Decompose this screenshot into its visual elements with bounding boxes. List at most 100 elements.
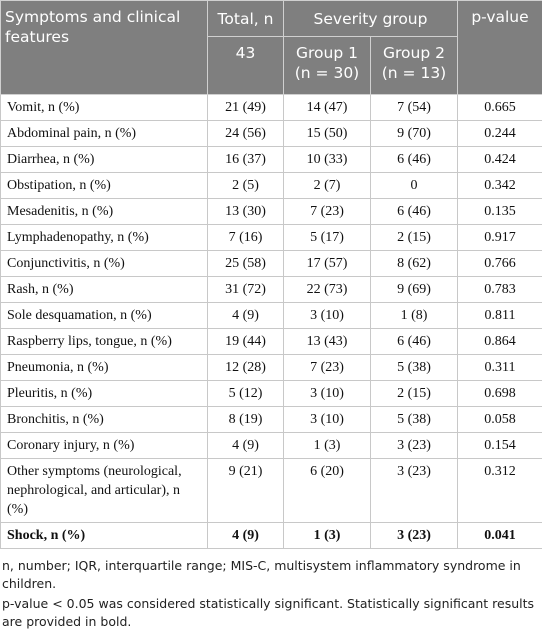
header-cell: p-value	[458, 1, 542, 95]
table-row: Sole desquamation, n (%)4 (9)3 (10)1 (8)…	[1, 303, 542, 329]
cell: 4 (9)	[208, 523, 284, 549]
cell: 0.665	[458, 95, 542, 121]
cell: 0.058	[458, 407, 542, 433]
cell: 2 (7)	[284, 173, 371, 199]
cell: 19 (44)	[208, 329, 284, 355]
cell: 16 (37)	[208, 147, 284, 173]
table-row: Coronary injury, n (%)4 (9)1 (3)3 (23)0.…	[1, 433, 542, 459]
cell: 7 (16)	[208, 225, 284, 251]
cell: 2 (15)	[371, 381, 458, 407]
cell: 3 (10)	[284, 381, 371, 407]
cell: 6 (46)	[371, 147, 458, 173]
table-row: Mesadenitis, n (%)13 (30)7 (23)6 (46)0.1…	[1, 199, 542, 225]
table-row: Pneumonia, n (%)12 (28)7 (23)5 (38)0.311	[1, 355, 542, 381]
cell: 12 (28)	[208, 355, 284, 381]
cell: 0.312	[458, 459, 542, 523]
cell: 7 (54)	[371, 95, 458, 121]
row-label: Rash, n (%)	[1, 277, 208, 303]
cell: 31 (72)	[208, 277, 284, 303]
cell: 9 (69)	[371, 277, 458, 303]
header-cell: Symptoms and clinical features	[1, 1, 208, 95]
cell: 9 (70)	[371, 121, 458, 147]
row-label: Lymphadenopathy, n (%)	[1, 225, 208, 251]
row-label: Sole desquamation, n (%)	[1, 303, 208, 329]
cell: 3 (23)	[371, 433, 458, 459]
table-row: Raspberry lips, tongue, n (%)19 (44)13 (…	[1, 329, 542, 355]
cell: 0.342	[458, 173, 542, 199]
cell: 0.698	[458, 381, 542, 407]
row-label: Pleuritis, n (%)	[1, 381, 208, 407]
footnotes: n, number; IQR, interquartile range; MIS…	[0, 557, 542, 631]
row-label: Other symptoms (neurological, nephrologi…	[1, 459, 208, 523]
header-cell: Group 1 (n = 30)	[284, 37, 371, 95]
header-cell: Severity group	[284, 1, 458, 37]
cell: 7 (23)	[284, 199, 371, 225]
header-cell: Total, n	[208, 1, 284, 37]
cell: 2 (5)	[208, 173, 284, 199]
table-row: Pleuritis, n (%)5 (12)3 (10)2 (15)0.698	[1, 381, 542, 407]
cell: 0.917	[458, 225, 542, 251]
cell: 8 (62)	[371, 251, 458, 277]
cell: 0.424	[458, 147, 542, 173]
cell: 22 (73)	[284, 277, 371, 303]
cell: 6 (20)	[284, 459, 371, 523]
table-row: Diarrhea, n (%)16 (37)10 (33)6 (46)0.424	[1, 147, 542, 173]
table-row: Abdominal pain, n (%)24 (56)15 (50)9 (70…	[1, 121, 542, 147]
cell: 15 (50)	[284, 121, 371, 147]
footnote: n, number; IQR, interquartile range; MIS…	[2, 557, 540, 593]
cell: 0.041	[458, 523, 542, 549]
row-label: Raspberry lips, tongue, n (%)	[1, 329, 208, 355]
cell: 8 (19)	[208, 407, 284, 433]
cell: 3 (10)	[284, 303, 371, 329]
cell: 13 (30)	[208, 199, 284, 225]
cell: 25 (58)	[208, 251, 284, 277]
cell: 14 (47)	[284, 95, 371, 121]
cell: 1 (3)	[284, 523, 371, 549]
cell: 0.811	[458, 303, 542, 329]
cell: 0.154	[458, 433, 542, 459]
cell: 13 (43)	[284, 329, 371, 355]
cell: 1 (8)	[371, 303, 458, 329]
table-row: Shock, n (%)4 (9)1 (3)3 (23)0.041	[1, 523, 542, 549]
cell: 0.311	[458, 355, 542, 381]
cell: 21 (49)	[208, 95, 284, 121]
row-label: Diarrhea, n (%)	[1, 147, 208, 173]
cell: 2 (15)	[371, 225, 458, 251]
row-label: Conjunctivitis, n (%)	[1, 251, 208, 277]
cell: 7 (23)	[284, 355, 371, 381]
row-label: Bronchitis, n (%)	[1, 407, 208, 433]
cell: 0.783	[458, 277, 542, 303]
header-cell: Group 2 (n = 13)	[371, 37, 458, 95]
cell: 17 (57)	[284, 251, 371, 277]
cell: 3 (10)	[284, 407, 371, 433]
cell: 0.135	[458, 199, 542, 225]
row-label: Pneumonia, n (%)	[1, 355, 208, 381]
cell: 1 (3)	[284, 433, 371, 459]
cell: 5 (12)	[208, 381, 284, 407]
cell: 3 (23)	[371, 459, 458, 523]
row-label: Vomit, n (%)	[1, 95, 208, 121]
table-row: Vomit, n (%)21 (49)14 (47)7 (54)0.665	[1, 95, 542, 121]
header-cell: 43	[208, 37, 284, 95]
cell: 24 (56)	[208, 121, 284, 147]
cell: 0.766	[458, 251, 542, 277]
row-label: Abdominal pain, n (%)	[1, 121, 208, 147]
table-row: Lymphadenopathy, n (%)7 (16)5 (17)2 (15)…	[1, 225, 542, 251]
cell: 5 (38)	[371, 355, 458, 381]
cell: 0	[371, 173, 458, 199]
cell: 9 (21)	[208, 459, 284, 523]
row-label: Mesadenitis, n (%)	[1, 199, 208, 225]
table-row: Bronchitis, n (%)8 (19)3 (10)5 (38)0.058	[1, 407, 542, 433]
cell: 3 (23)	[371, 523, 458, 549]
table-row: Rash, n (%)31 (72)22 (73)9 (69)0.783	[1, 277, 542, 303]
row-label: Obstipation, n (%)	[1, 173, 208, 199]
row-label: Shock, n (%)	[1, 523, 208, 549]
cell: 0.244	[458, 121, 542, 147]
cell: 4 (9)	[208, 303, 284, 329]
cell: 4 (9)	[208, 433, 284, 459]
cell: 6 (46)	[371, 329, 458, 355]
cell: 10 (33)	[284, 147, 371, 173]
